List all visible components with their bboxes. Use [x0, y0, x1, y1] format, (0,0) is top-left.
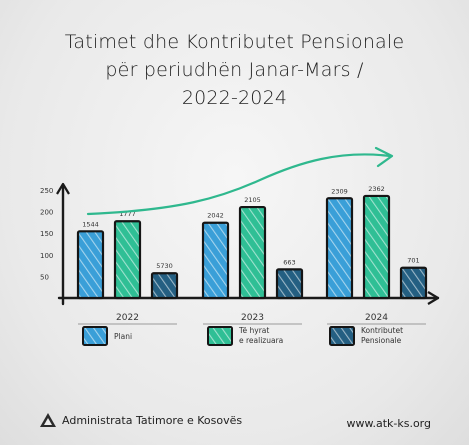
data-label: 2362 [368, 185, 385, 193]
x-tick-label: 2022 [116, 313, 139, 323]
bar [325, 197, 354, 300]
atk-logo-icon [40, 413, 56, 427]
legend-label: e realizuara [239, 336, 283, 345]
y-axis-arrow [56, 182, 70, 195]
x-axis-arrow [427, 291, 440, 305]
website-link[interactable]: www.atk-ks.org [346, 417, 431, 430]
trend-arrow [86, 153, 392, 216]
bar [76, 230, 105, 300]
legend-label: Pensionale [361, 336, 402, 345]
bar [275, 268, 304, 300]
bar [113, 220, 142, 300]
data-label: 2105 [244, 196, 261, 204]
bar [150, 272, 179, 300]
data-label: 663 [283, 258, 295, 266]
legend-swatch [329, 326, 355, 346]
bar [238, 205, 267, 300]
title-line-2: për periudhën Janar-Mars / [105, 59, 364, 81]
legend-swatch [82, 326, 108, 346]
y-tick-label: 200 [40, 209, 53, 217]
y-tick-label: 50 [40, 273, 49, 281]
legend-label: Kontributet [361, 326, 403, 335]
data-label: 2309 [331, 187, 348, 195]
bar [362, 194, 391, 300]
legend-swatch [207, 326, 233, 346]
legend-label: Të hyrat [238, 326, 269, 335]
data-label: 701 [407, 257, 419, 265]
x-tick-label: 2024 [365, 313, 388, 323]
organization-name: Administrata Tatimore e Kosovës [62, 413, 243, 427]
footer-organization: Administrata Tatimore e Kosovës [40, 413, 242, 427]
data-label: 2042 [207, 212, 224, 220]
y-tick-label: 250 [40, 187, 53, 195]
y-tick-label: 150 [40, 230, 53, 238]
title-line-3: 2022-2024 [181, 87, 288, 109]
x-tick-label: 2023 [241, 313, 264, 323]
legend-label: Plani [114, 332, 132, 341]
bar [399, 266, 428, 300]
bar [201, 221, 230, 300]
y-tick-label: 100 [40, 252, 53, 260]
data-label: 1544 [82, 220, 99, 228]
data-label: 1777 [119, 210, 136, 218]
trend-arrow-head [374, 146, 394, 168]
data-label: 5730 [156, 262, 173, 270]
title-line-1: Tatimet dhe Kontributet Pensionale [64, 31, 405, 53]
chart-title: Tatimet dhe Kontributet Pensionale për p… [0, 28, 469, 112]
